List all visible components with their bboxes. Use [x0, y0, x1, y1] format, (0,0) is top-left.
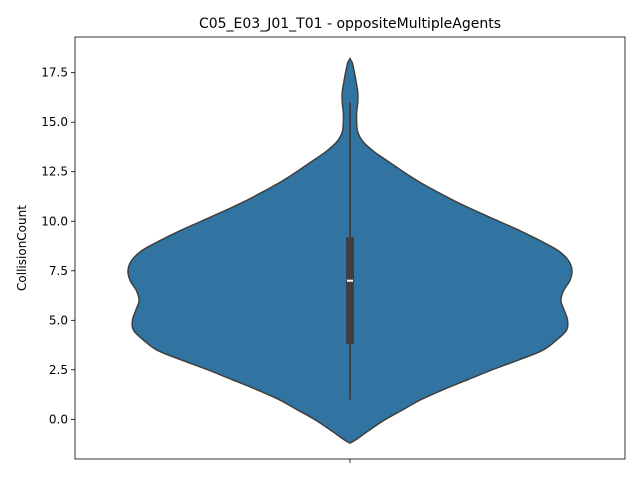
y-axis-label: CollisionCount [15, 205, 29, 291]
y-tick-label: 12.5 [41, 165, 68, 179]
y-tick-label: 15.0 [41, 115, 68, 129]
y-tick-label: 10.0 [41, 214, 68, 228]
y-tick-label: 5.0 [49, 313, 68, 327]
y-tick-label: 17.5 [41, 66, 68, 80]
chart-title: C05_E03_J01_T01 - oppositeMultipleAgents [199, 16, 501, 32]
y-tick-label: 2.5 [49, 363, 68, 377]
y-tick-label: 0.0 [49, 412, 68, 426]
y-tick-label: 7.5 [49, 264, 68, 278]
iqr-box [346, 237, 354, 345]
